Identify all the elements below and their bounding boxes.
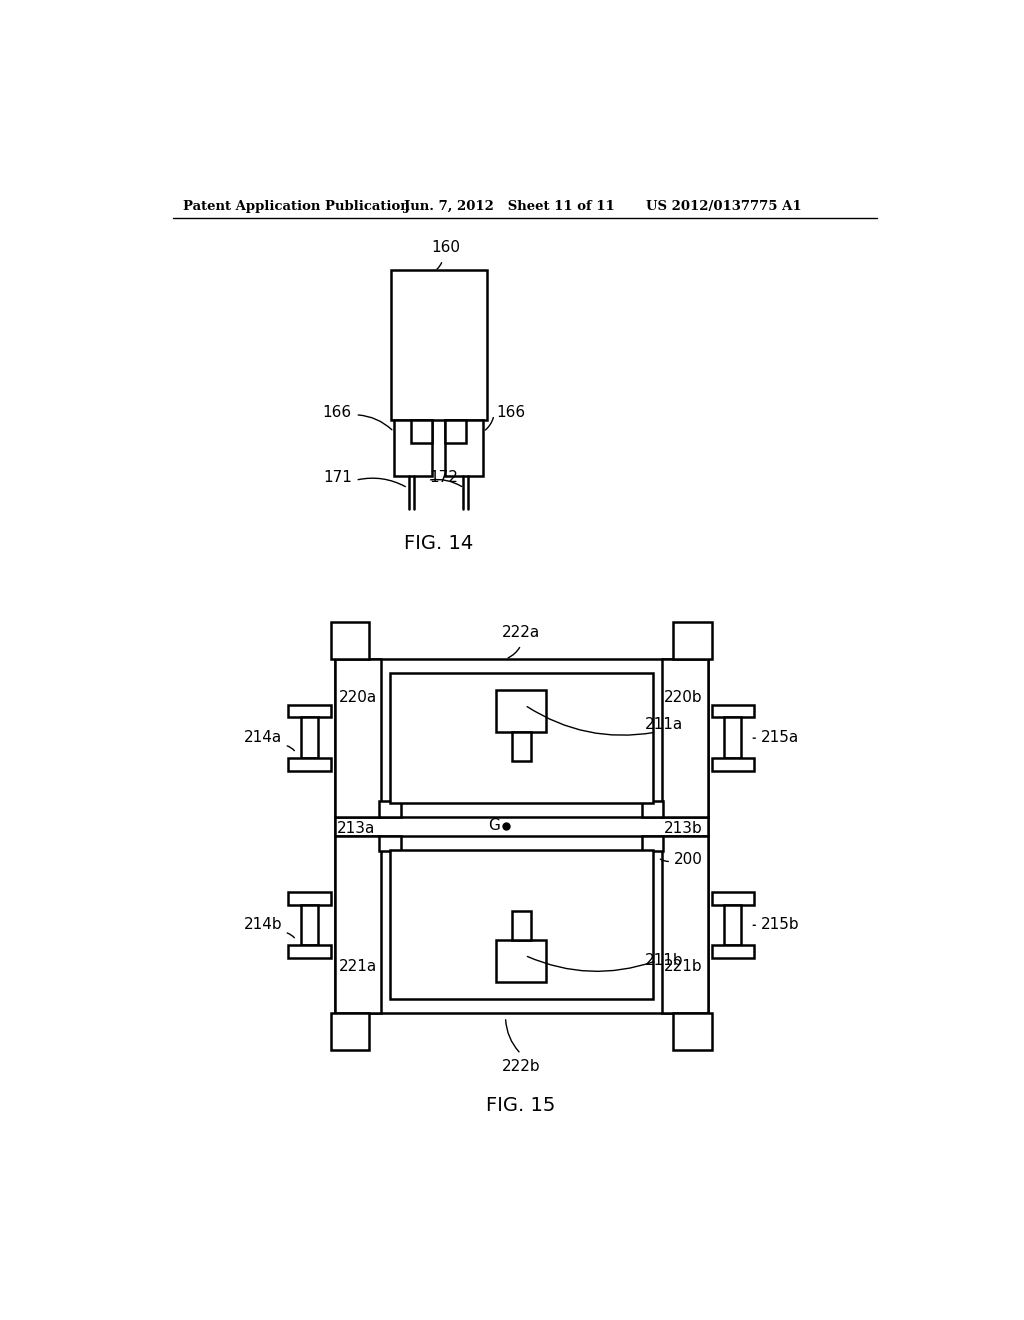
Text: 160: 160 <box>432 240 461 255</box>
Bar <box>289 758 331 771</box>
Text: 214b: 214b <box>244 917 283 932</box>
Text: 220b: 220b <box>664 690 702 705</box>
Text: 166: 166 <box>323 405 351 420</box>
Bar <box>642 836 664 851</box>
Bar <box>497 689 547 733</box>
Text: 220a: 220a <box>339 690 377 705</box>
Bar <box>662 836 708 1014</box>
Text: 221b: 221b <box>664 960 702 974</box>
Bar <box>391 271 487 420</box>
Bar <box>444 420 466 444</box>
Text: 215a: 215a <box>761 730 799 744</box>
Bar <box>444 420 483 475</box>
Text: 166: 166 <box>497 405 525 420</box>
Text: 200: 200 <box>674 851 702 867</box>
Bar <box>674 622 712 659</box>
Bar <box>712 705 755 718</box>
Bar <box>335 836 381 1014</box>
Bar <box>712 945 755 958</box>
Bar <box>331 622 370 659</box>
Bar <box>335 817 708 836</box>
Text: 213b: 213b <box>664 821 702 836</box>
Bar <box>512 733 531 762</box>
Bar <box>512 911 531 940</box>
Text: 221a: 221a <box>339 960 377 974</box>
Bar <box>289 892 331 904</box>
Text: Jun. 7, 2012   Sheet 11 of 11: Jun. 7, 2012 Sheet 11 of 11 <box>403 199 614 213</box>
Bar <box>379 836 400 851</box>
Bar <box>379 801 400 817</box>
Bar <box>390 850 652 999</box>
Bar <box>724 718 741 758</box>
Text: US 2012/0137775 A1: US 2012/0137775 A1 <box>646 199 802 213</box>
Text: Patent Application Publication: Patent Application Publication <box>183 199 410 213</box>
Bar <box>335 659 708 1014</box>
Bar <box>662 659 708 817</box>
Text: G: G <box>488 818 500 833</box>
Bar <box>289 705 331 718</box>
Text: FIG. 15: FIG. 15 <box>486 1096 556 1115</box>
Bar <box>712 892 755 904</box>
Text: 171: 171 <box>324 470 352 486</box>
Text: 222b: 222b <box>502 1059 541 1074</box>
Text: 222a: 222a <box>502 624 540 640</box>
Text: 211b: 211b <box>645 953 684 969</box>
Text: 213a: 213a <box>337 821 375 836</box>
Text: 172: 172 <box>429 470 458 486</box>
Bar <box>642 801 664 817</box>
Text: FIG. 14: FIG. 14 <box>403 533 473 553</box>
Bar <box>712 758 755 771</box>
Bar <box>411 420 432 444</box>
Bar <box>674 1014 712 1051</box>
Bar <box>289 945 331 958</box>
Bar <box>331 1014 370 1051</box>
Text: 211a: 211a <box>645 717 683 731</box>
Bar <box>390 673 652 803</box>
Bar <box>335 659 381 817</box>
Bar <box>394 420 432 475</box>
Bar <box>724 904 741 945</box>
Bar <box>301 718 317 758</box>
Text: 215b: 215b <box>761 917 799 932</box>
Bar <box>301 904 317 945</box>
Bar <box>497 940 547 982</box>
Text: 214a: 214a <box>244 730 283 744</box>
